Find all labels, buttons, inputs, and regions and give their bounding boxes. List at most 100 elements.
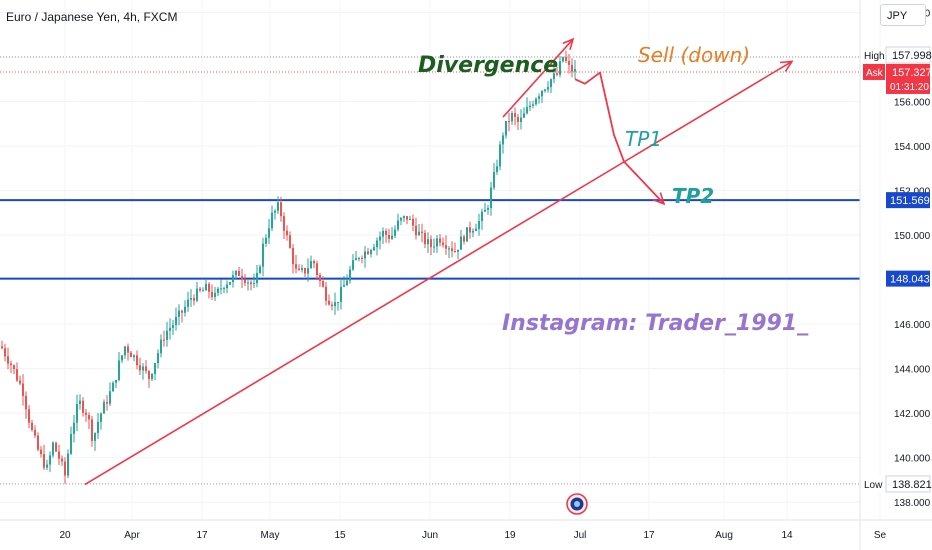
candle-body: [265, 237, 267, 244]
candle-body: [463, 236, 465, 242]
candle-body: [298, 268, 300, 270]
candle-body: [118, 360, 120, 380]
candle-body: [256, 272, 258, 284]
candle-body: [169, 327, 171, 331]
candle-body: [133, 355, 135, 358]
candle-body: [460, 236, 462, 250]
price-tick-label: 138.000: [894, 498, 931, 509]
candle-body: [187, 299, 189, 307]
candle-body: [172, 325, 174, 328]
candle-body: [391, 235, 393, 239]
candle-body: [448, 248, 450, 250]
candle-body: [166, 330, 168, 341]
candle-body: [418, 231, 420, 236]
candle-body: [553, 73, 555, 80]
candle-body: [280, 202, 282, 217]
divergence-arrow: [502, 38, 574, 118]
candle-body: [475, 228, 477, 231]
candle-body: [334, 302, 336, 307]
candle-body: [61, 458, 63, 462]
low-value-bg: [885, 475, 931, 493]
candle-body: [40, 449, 42, 455]
candle-body: [574, 69, 576, 72]
candle-body: [379, 236, 381, 241]
level-1-value-bg: [886, 192, 930, 209]
candle-body: [454, 251, 456, 253]
level-2-value-bg: [886, 270, 930, 287]
annotations: Divergence Sell (down) TP1 TP2 Instagram: Tr…: [418, 43, 809, 336]
candle-body: [544, 89, 546, 92]
candle-body: [382, 230, 384, 237]
candle-body: [238, 270, 240, 276]
candle-body: [127, 346, 129, 353]
candle-body: [64, 461, 66, 476]
price-tick-label: 150.000: [894, 231, 931, 242]
candle-body: [214, 292, 216, 298]
candle-body: [316, 263, 318, 276]
low-label-bg: [862, 475, 886, 492]
high-value-bg: [885, 46, 931, 64]
candle-body: [550, 79, 552, 88]
candle-body: [229, 282, 231, 285]
candle-body: [10, 363, 12, 366]
candle-body: [526, 107, 528, 114]
low-label: Low: [864, 480, 883, 491]
candle-body: [154, 363, 156, 374]
candle-body: [100, 413, 102, 422]
high-value: 157.998: [892, 50, 932, 62]
candle-body: [13, 365, 15, 370]
price-tick-label: 142.000: [894, 409, 931, 420]
candle-body: [442, 242, 444, 246]
candle-body: [82, 400, 84, 413]
trendline-arrowhead: [779, 60, 794, 72]
candle-body: [469, 227, 471, 233]
candle-body: [211, 291, 213, 298]
candle-body: [412, 218, 414, 226]
candle-body: [421, 231, 423, 233]
candle-body: [190, 298, 192, 300]
candle-body: [235, 270, 237, 276]
candle-body: [490, 187, 492, 209]
candle-body: [415, 225, 417, 236]
candle-body: [292, 247, 294, 265]
projection-arrowhead: [652, 192, 666, 206]
candle-body: [310, 261, 312, 269]
tradingview-logo-icon[interactable]: [566, 493, 588, 515]
candle-body: [181, 310, 183, 313]
candle-body: [493, 171, 495, 188]
candle-body: [559, 61, 561, 75]
candle-body: [394, 229, 396, 236]
price-tick-label: 156.000: [894, 97, 931, 108]
candle-body: [325, 286, 327, 301]
tp1-label: TP1: [625, 127, 662, 151]
candle-body: [46, 464, 48, 468]
candle-body: [58, 451, 60, 459]
time-tick-label: 17: [643, 530, 655, 541]
time-tick-label: Se: [874, 530, 887, 541]
candle-body: [136, 355, 138, 366]
candle-body: [358, 257, 360, 259]
currency-selector[interactable]: JPY: [880, 4, 926, 26]
candle-body: [355, 258, 357, 261]
candle-body: [529, 105, 531, 108]
candle-body: [205, 283, 207, 291]
candle-body: [25, 395, 27, 410]
time-tick-label: 17: [196, 530, 208, 541]
time-tick-label: 14: [781, 530, 793, 541]
candle-body: [148, 370, 150, 380]
candle-body: [487, 208, 489, 210]
ask-label-bg: [863, 63, 885, 80]
tp2-label: TP2: [672, 184, 714, 208]
candle-body: [385, 230, 387, 235]
candle-body: [109, 391, 111, 404]
candle-body: [139, 365, 141, 371]
candle-body: [52, 442, 54, 456]
candle-body: [481, 211, 483, 221]
candle-body: [349, 269, 351, 281]
candle-body: [520, 117, 522, 122]
candle-body: [457, 249, 459, 252]
candle-body: [223, 288, 225, 290]
candle-body: [217, 288, 219, 293]
ask-label: Ask: [866, 68, 884, 79]
